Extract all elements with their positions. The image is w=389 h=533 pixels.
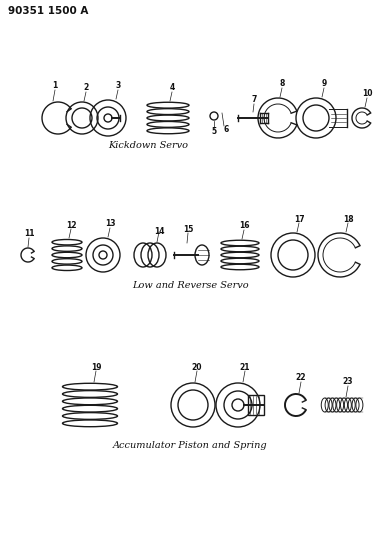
Text: 20: 20	[192, 362, 202, 372]
Text: 18: 18	[343, 214, 353, 223]
Text: 4: 4	[169, 84, 175, 93]
Text: 1: 1	[53, 82, 58, 91]
Text: 10: 10	[362, 90, 372, 99]
Text: 16: 16	[239, 222, 249, 230]
Text: 14: 14	[154, 227, 164, 236]
Text: 17: 17	[294, 214, 304, 223]
Text: 15: 15	[183, 224, 193, 233]
Text: 9: 9	[321, 79, 327, 88]
Text: 5: 5	[212, 127, 217, 136]
Text: 12: 12	[66, 221, 76, 230]
Text: 23: 23	[343, 377, 353, 386]
Text: 2: 2	[83, 84, 89, 93]
Text: 11: 11	[24, 230, 34, 238]
Text: 21: 21	[240, 362, 250, 372]
Text: 8: 8	[279, 79, 285, 88]
Text: 7: 7	[251, 95, 257, 104]
Text: Accumulator Piston and Spring: Accumulator Piston and Spring	[113, 440, 267, 449]
Text: 13: 13	[105, 220, 115, 229]
Bar	[248, 395, 264, 415]
Text: 6: 6	[223, 125, 229, 134]
Text: Low and Reverse Servo: Low and Reverse Servo	[132, 280, 248, 289]
Text: 22: 22	[296, 374, 306, 383]
Text: Kickdown Servo: Kickdown Servo	[108, 141, 188, 149]
Text: 90351 1500 A: 90351 1500 A	[8, 6, 88, 16]
Text: 19: 19	[91, 362, 101, 372]
Text: 3: 3	[116, 82, 121, 91]
